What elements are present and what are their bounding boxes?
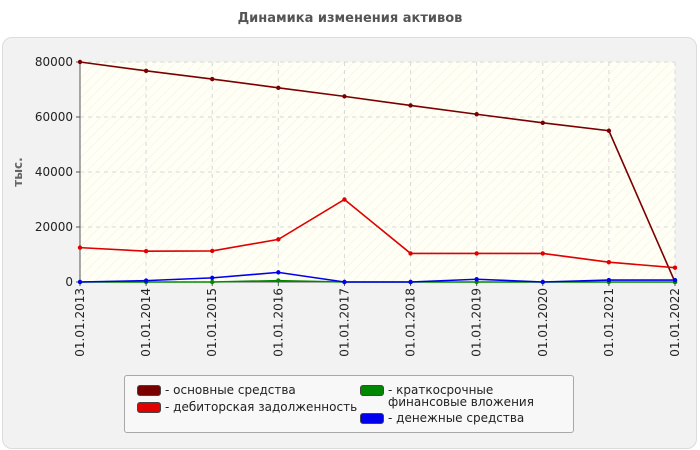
y-tick-label: 60000 (35, 110, 73, 124)
data-point (474, 277, 479, 282)
data-point (77, 245, 83, 250)
x-tick-label: 01.01.2014 (139, 288, 153, 357)
data-point (606, 277, 612, 283)
data-point (143, 249, 149, 254)
data-point (672, 265, 678, 270)
x-tick-label: 01.01.2016 (271, 288, 285, 357)
data-point (342, 197, 347, 202)
data-point (474, 251, 479, 256)
data-point (210, 275, 215, 281)
chart-title: Динамика изменения активов (237, 11, 463, 26)
data-point (474, 112, 479, 117)
data-point (143, 68, 149, 74)
data-point (408, 279, 413, 285)
x-tick-label: 01.01.2013 (73, 288, 87, 357)
chart-legend: - основные средства - дебиторская задолж… (124, 375, 574, 433)
legend-item: - дебиторская задолженность (137, 401, 357, 413)
legend-swatch (137, 385, 161, 396)
x-tick-label: 01.01.2021 (602, 288, 616, 357)
x-tick-label: 01.01.2015 (205, 288, 219, 357)
x-tick-label: 01.01.2018 (404, 288, 418, 357)
data-point (342, 279, 347, 285)
data-point (210, 248, 215, 254)
series-line (79, 61, 676, 283)
y-tick-label: 20000 (35, 220, 73, 234)
y-tick-label: 80000 (35, 55, 73, 69)
data-point (540, 251, 545, 256)
legend-label: - дебиторская задолженность (165, 400, 358, 414)
x-tick-label: 01.01.2019 (470, 288, 484, 357)
legend-swatch (360, 413, 384, 424)
data-point (210, 76, 215, 82)
x-tick-label: 01.01.2020 (536, 288, 550, 357)
data-point (77, 59, 83, 65)
data-point (540, 120, 545, 125)
y-axis-label: тыс. (11, 157, 25, 186)
data-point (276, 270, 281, 275)
data-point (276, 278, 281, 283)
x-tick-label: 01.01.2022 (668, 288, 682, 357)
data-point (77, 279, 83, 285)
data-point (276, 237, 281, 242)
data-point (143, 278, 149, 283)
legend-item: - основные средства (137, 384, 296, 396)
data-point (210, 279, 215, 285)
data-point (672, 277, 678, 283)
data-point (408, 251, 413, 256)
series-line (79, 271, 675, 283)
legend-label: - краткосрочные финансовые вложения (388, 383, 534, 409)
data-point (606, 128, 612, 133)
data-point (276, 85, 281, 91)
legend-label: - основные средства (165, 383, 296, 397)
legend-swatch (137, 402, 161, 413)
legend-item: - денежные средства (360, 412, 524, 424)
data-point (540, 279, 545, 285)
legend-item: - краткосрочные финансовые вложения (360, 384, 565, 408)
data-point (342, 94, 347, 99)
legend-label: - денежные средства (388, 411, 525, 425)
x-tick-label: 01.01.2017 (337, 288, 351, 357)
y-tick-label: 0 (65, 275, 73, 289)
data-point (408, 103, 413, 108)
y-tick-label: 40000 (35, 165, 73, 179)
series-line (79, 198, 676, 269)
data-point (606, 260, 612, 265)
legend-swatch (360, 385, 384, 396)
